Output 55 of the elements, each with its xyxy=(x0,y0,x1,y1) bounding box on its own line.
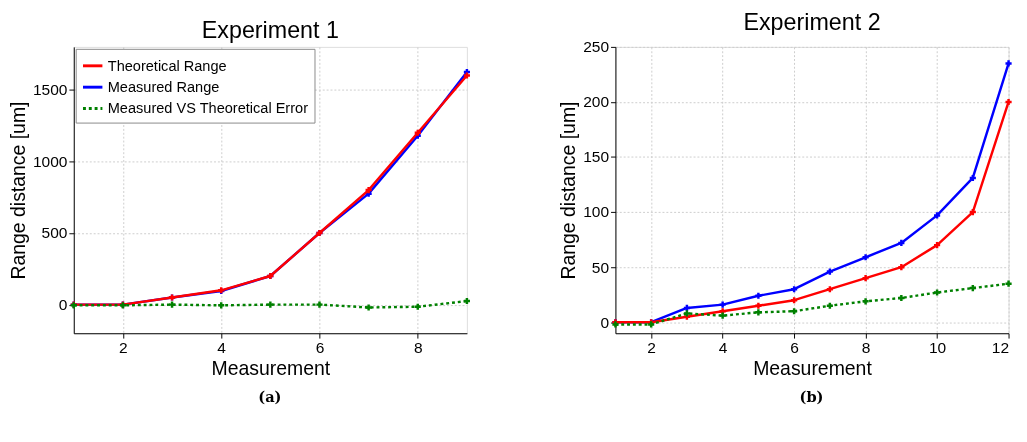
y-tick-label: 150 xyxy=(583,148,610,166)
point xyxy=(463,72,470,79)
x-tick-label: 2 xyxy=(119,339,128,357)
legend-label: Measured VS Theoretical Error xyxy=(107,100,309,117)
point xyxy=(267,301,274,308)
y-tick-label: 500 xyxy=(41,224,68,242)
legend-label: Measured Range xyxy=(107,79,220,96)
x-tick-label: 8 xyxy=(861,339,871,357)
point xyxy=(826,268,833,275)
point xyxy=(1005,280,1012,287)
point xyxy=(1005,60,1012,67)
y-axis-title: Range distance [um] xyxy=(7,101,30,280)
point xyxy=(934,289,941,296)
y-tick-label: 50 xyxy=(591,258,610,276)
point xyxy=(316,301,323,308)
point xyxy=(898,264,905,271)
point xyxy=(898,294,905,302)
y-tick-label: 100 xyxy=(583,203,610,221)
x-tick-label: 2 xyxy=(647,339,656,357)
point xyxy=(218,302,225,309)
chart-title: Experiment 2 xyxy=(743,9,881,36)
y-axis-title: Range distance [um] xyxy=(557,101,580,280)
x-tick-label: 10 xyxy=(928,339,947,357)
point xyxy=(826,302,833,309)
point xyxy=(862,275,869,282)
x-tick-label: 8 xyxy=(413,339,423,357)
x-tick-label: 12 xyxy=(991,339,1010,357)
y-tick-label: 0 xyxy=(58,295,68,313)
x-tick-label: 4 xyxy=(718,339,728,357)
point xyxy=(755,302,762,309)
x-tick-label: 4 xyxy=(217,339,227,357)
y-tick-label: 0 xyxy=(600,313,610,331)
point xyxy=(719,301,726,308)
text: (a) xyxy=(258,388,282,406)
point xyxy=(862,298,869,305)
x-tick-label: 6 xyxy=(790,339,799,357)
point xyxy=(719,312,726,319)
point xyxy=(862,254,869,261)
point xyxy=(898,239,905,247)
x-axis-title: Measurement xyxy=(753,357,873,380)
y-tick-label: 1500 xyxy=(32,81,68,99)
y-tick-label: 200 xyxy=(583,93,610,111)
chart-title: Experiment 1 xyxy=(201,17,339,44)
x-axis-title: Measurement xyxy=(211,357,331,380)
x-tick-label: 6 xyxy=(315,339,325,357)
point xyxy=(755,292,762,299)
point xyxy=(1005,98,1012,106)
y-tick-label: 1000 xyxy=(32,152,68,170)
point xyxy=(934,212,941,219)
point xyxy=(755,309,762,316)
text: (b) xyxy=(799,388,824,406)
legend-label: Theoretical Range xyxy=(107,57,227,74)
point xyxy=(168,301,176,308)
point xyxy=(365,304,372,311)
y-tick-label: 250 xyxy=(583,38,610,56)
